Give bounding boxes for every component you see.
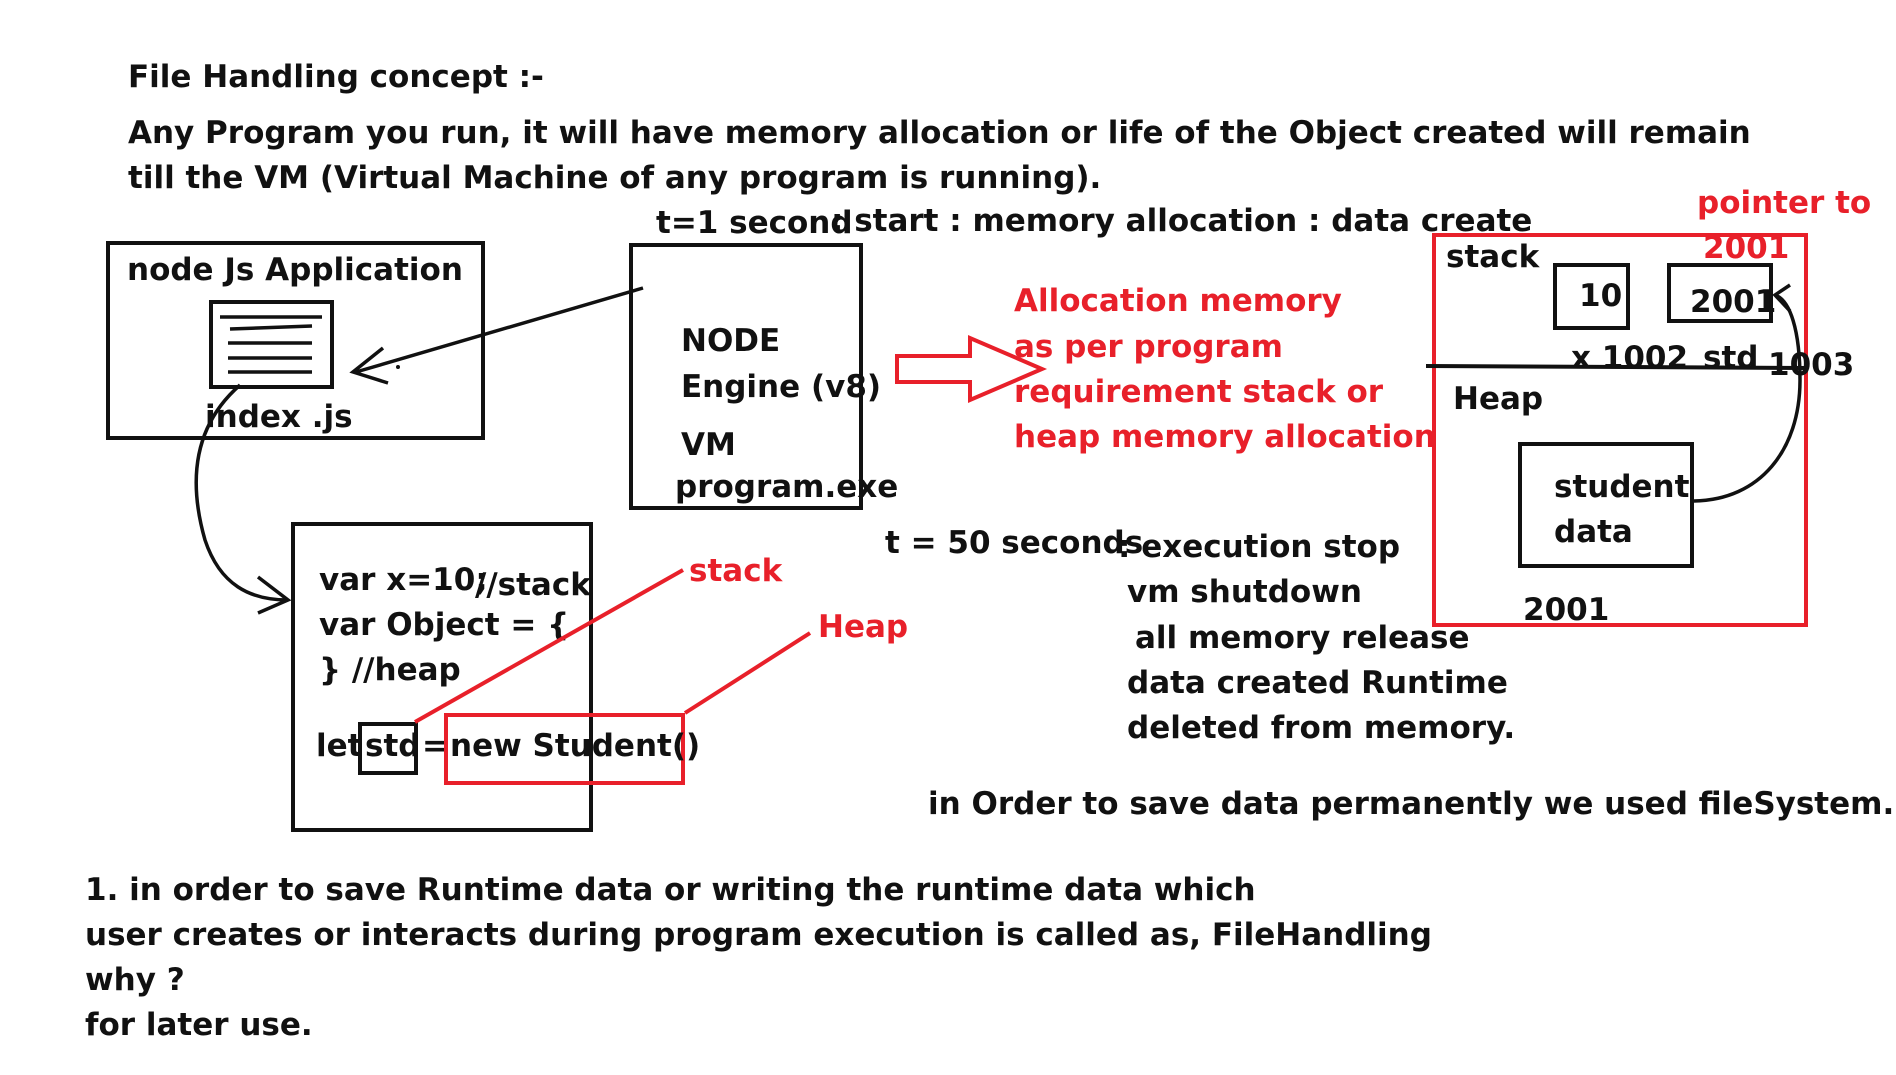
code-line-3: } //heap [319,652,461,688]
code-var-name: std [365,728,421,764]
intro-line-2: till the VM (Virtual Machine of any prog… [128,160,1102,196]
x-value: 10 [1579,278,1623,314]
footer-line-1: 1. in order to save Runtime data or writ… [85,872,1256,908]
footer-line-4: for later use. [85,1007,313,1043]
index-js-label: index .js [205,399,353,435]
pointer-note-line-1: pointer to [1697,185,1872,221]
start-time-label: t=1 second [656,205,853,241]
x-address-label: x 1002 [1571,340,1689,376]
engine-node-label: NODE [681,323,781,359]
code-new-student: new Student() [450,728,701,764]
engine-program-label: program.exe [675,469,899,505]
heap-object-box [1518,442,1694,568]
code-equals: = [422,728,448,764]
end-line-4: data created Runtime [1127,665,1508,701]
code-line-2: var Object = { [319,607,570,643]
code-stack-comment: //stack [475,567,591,603]
std-address: 1003 [1768,347,1855,383]
engine-v8-label: Engine (v8) [681,369,882,405]
allocation-line-3: requirement stack or [1014,374,1384,410]
allocation-line-4: heap memory allocation [1014,419,1436,455]
pointer-note-line-2: 2001 [1703,230,1790,266]
end-time-label: t = 50 seconds [885,525,1144,561]
stack-title: stack [1446,239,1540,275]
start-description: : start : memory allocation : data creat… [831,203,1533,239]
heap-address: 2001 [1523,592,1610,628]
intro-line-1: Any Program you run, it will have memory… [128,115,1751,151]
engine-vm-label: VM [681,427,736,463]
heap-object-line-1: student [1554,469,1690,505]
footer-line-2: user creates or interacts during program… [85,917,1432,953]
page-title: File Handling concept :- [128,59,544,95]
allocation-line-2: as per program [1014,329,1283,365]
conclusion-text: in Order to save data permanently we use… [928,786,1895,822]
std-value: 2001 [1690,284,1777,320]
end-line-5: deleted from memory. [1127,710,1516,746]
heap-annotation: Heap [818,609,909,645]
std-variable-box [358,722,418,775]
stack-annotation: stack [689,553,783,589]
code-let-keyword: let [316,728,363,764]
engine-box [629,243,863,510]
document-icon [209,300,334,389]
allocation-line-1: Allocation memory [1014,283,1342,319]
code-line-1: var x=10; [319,562,488,598]
std-label: std [1703,340,1759,376]
memory-box [1432,233,1808,627]
end-line-2: vm shutdown [1127,574,1362,610]
heap-object-line-2: data [1554,514,1633,550]
heap-title: Heap [1453,381,1544,417]
x-value-cell [1553,263,1630,330]
node-app-title: node Js Application [127,252,463,288]
end-line-3: all memory release [1135,620,1470,656]
footer-line-3: why ? [85,962,185,998]
end-line-1: : execution stop [1118,529,1401,565]
heap-pointer-line [683,631,812,715]
